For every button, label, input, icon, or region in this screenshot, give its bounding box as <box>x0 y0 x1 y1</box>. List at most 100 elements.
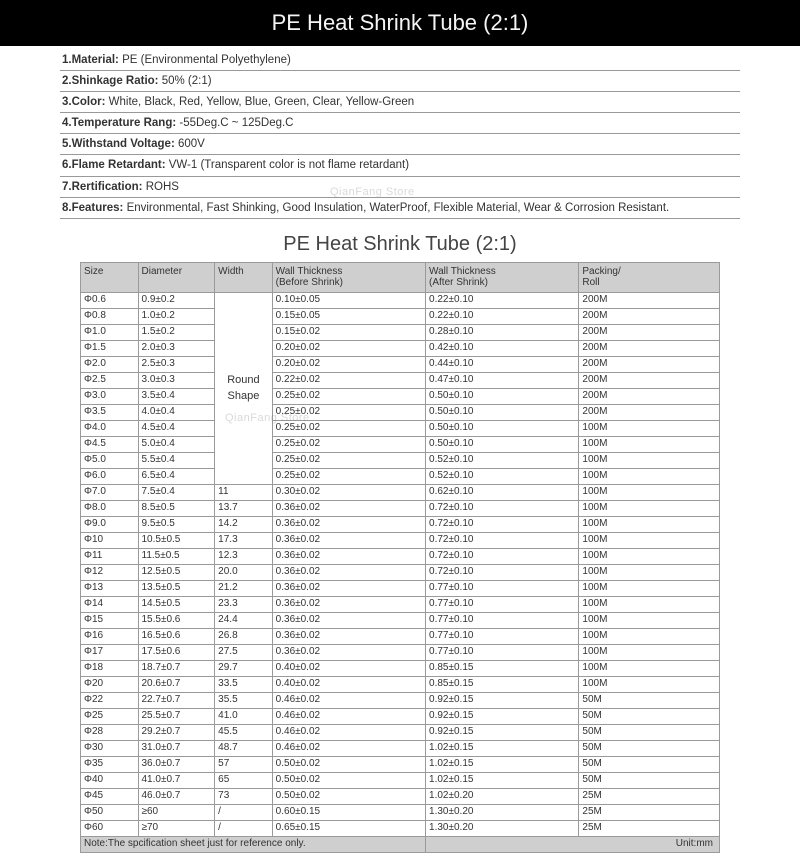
table-cell: 0.50±0.02 <box>272 788 425 804</box>
table-cell: 0.46±0.02 <box>272 692 425 708</box>
table-cell: 0.36±0.02 <box>272 596 425 612</box>
table-cell: 0.25±0.02 <box>272 388 425 404</box>
table-cell: 25M <box>579 820 720 836</box>
table-cell: 25M <box>579 804 720 820</box>
table-cell: 0.72±0.10 <box>426 516 579 532</box>
table-cell: 1.30±0.20 <box>426 820 579 836</box>
spec-value: PE (Environmental Polyethylene) <box>122 54 291 66</box>
table-cell: 22.7±0.7 <box>138 692 215 708</box>
table-cell: Φ18 <box>81 660 139 676</box>
table-title: PE Heat Shrink Tube (2:1) <box>60 233 740 256</box>
table-cell: 1.30±0.20 <box>426 804 579 820</box>
table-cell: 0.52±0.10 <box>426 452 579 468</box>
table-row: Φ2.02.5±0.30.20±0.020.44±0.10200M <box>81 356 720 372</box>
table-cell: 100M <box>579 548 720 564</box>
table-cell: 0.25±0.02 <box>272 420 425 436</box>
table-cell: 0.50±0.10 <box>426 436 579 452</box>
table-cell: 0.85±0.15 <box>426 660 579 676</box>
table-cell: 0.36±0.02 <box>272 532 425 548</box>
table-cell: Φ50 <box>81 804 139 820</box>
table-cell: 0.72±0.10 <box>426 564 579 580</box>
table-cell: 3.0±0.3 <box>138 372 215 388</box>
table-cell: 18.7±0.7 <box>138 660 215 676</box>
table-cell: 100M <box>579 596 720 612</box>
column-header: Packing/Roll <box>579 262 720 292</box>
table-cell: 65 <box>215 772 273 788</box>
table-cell: Φ2.5 <box>81 372 139 388</box>
table-row: Φ6.06.5±0.40.25±0.020.52±0.10100M <box>81 468 720 484</box>
table-row: Φ2.53.0±0.30.22±0.020.47±0.10200M <box>81 372 720 388</box>
table-cell: 26.8 <box>215 628 273 644</box>
table-row: Φ8.08.5±0.513.70.36±0.020.72±0.10100M <box>81 500 720 516</box>
table-cell: 100M <box>579 468 720 484</box>
table-cell: 57 <box>215 756 273 772</box>
table-cell: 0.9±0.2 <box>138 292 215 308</box>
table-cell: 0.22±0.10 <box>426 292 579 308</box>
table-cell: 41.0±0.7 <box>138 772 215 788</box>
table-cell: Φ14 <box>81 596 139 612</box>
table-cell: 200M <box>579 356 720 372</box>
table-cell: 2.0±0.3 <box>138 340 215 356</box>
table-row: Φ2020.6±0.733.50.40±0.020.85±0.15100M <box>81 676 720 692</box>
table-cell: 0.65±0.15 <box>272 820 425 836</box>
table-row: Φ9.09.5±0.514.20.36±0.020.72±0.10100M <box>81 516 720 532</box>
table-row: Φ2222.7±0.735.50.46±0.020.92±0.1550M <box>81 692 720 708</box>
spec-row: 7.Rertification: ROHS <box>60 177 740 198</box>
table-cell: Φ9.0 <box>81 516 139 532</box>
table-cell: 17.3 <box>215 532 273 548</box>
table-cell: 31.0±0.7 <box>138 740 215 756</box>
table-cell: 100M <box>579 660 720 676</box>
column-header: Diameter <box>138 262 215 292</box>
table-cell: 0.36±0.02 <box>272 516 425 532</box>
table-cell: 200M <box>579 324 720 340</box>
table-cell: Φ13 <box>81 580 139 596</box>
table-cell: Φ60 <box>81 820 139 836</box>
page-title: PE Heat Shrink Tube (2:1) <box>0 0 800 46</box>
table-cell: 0.46±0.02 <box>272 708 425 724</box>
table-cell: 1.02±0.15 <box>426 740 579 756</box>
table-cell: 25.5±0.7 <box>138 708 215 724</box>
table-cell: 13.5±0.5 <box>138 580 215 596</box>
table-cell: 100M <box>579 516 720 532</box>
spec-label: 2.Shinkage Ratio: <box>62 75 162 87</box>
table-cell: Φ40 <box>81 772 139 788</box>
table-cell: 0.77±0.10 <box>426 596 579 612</box>
table-cell: 200M <box>579 308 720 324</box>
table-cell: 0.10±0.05 <box>272 292 425 308</box>
table-cell: 36.0±0.7 <box>138 756 215 772</box>
spec-label: 6.Flame Retardant: <box>62 159 169 171</box>
table-cell: 0.60±0.15 <box>272 804 425 820</box>
table-cell: 50M <box>579 724 720 740</box>
table-row: Φ1818.7±0.729.70.40±0.020.85±0.15100M <box>81 660 720 676</box>
table-cell: 0.72±0.10 <box>426 548 579 564</box>
table-cell: 0.22±0.10 <box>426 308 579 324</box>
table-row: Φ0.81.0±0.20.15±0.050.22±0.10200M <box>81 308 720 324</box>
table-cell: 8.5±0.5 <box>138 500 215 516</box>
table-cell: 0.30±0.02 <box>272 484 425 500</box>
table-cell: 29.2±0.7 <box>138 724 215 740</box>
table-cell: 0.25±0.02 <box>272 404 425 420</box>
table-cell: Φ8.0 <box>81 500 139 516</box>
table-cell: Φ0.8 <box>81 308 139 324</box>
table-cell: 5.0±0.4 <box>138 436 215 452</box>
table-cell: Φ20 <box>81 676 139 692</box>
table-cell: 0.36±0.02 <box>272 564 425 580</box>
table-cell: Φ4.5 <box>81 436 139 452</box>
table-cell: 100M <box>579 436 720 452</box>
table-cell: Φ45 <box>81 788 139 804</box>
table-cell: 0.92±0.15 <box>426 708 579 724</box>
table-cell: 48.7 <box>215 740 273 756</box>
spec-value: White, Black, Red, Yellow, Blue, Green, … <box>109 96 415 108</box>
table-cell: 50M <box>579 692 720 708</box>
table-cell: 0.50±0.02 <box>272 772 425 788</box>
table-cell: 73 <box>215 788 273 804</box>
table-cell: Φ1.0 <box>81 324 139 340</box>
table-cell: 0.77±0.10 <box>426 628 579 644</box>
table-row: Φ4.55.0±0.40.25±0.020.50±0.10100M <box>81 436 720 452</box>
spec-value: -55Deg.C ~ 125Deg.C <box>179 117 293 129</box>
table-cell: 0.42±0.10 <box>426 340 579 356</box>
spec-label: 8.Features: <box>62 202 127 214</box>
table-cell: 0.72±0.10 <box>426 500 579 516</box>
table-cell: Φ11 <box>81 548 139 564</box>
spec-row: 3.Color: White, Black, Red, Yellow, Blue… <box>60 92 740 113</box>
